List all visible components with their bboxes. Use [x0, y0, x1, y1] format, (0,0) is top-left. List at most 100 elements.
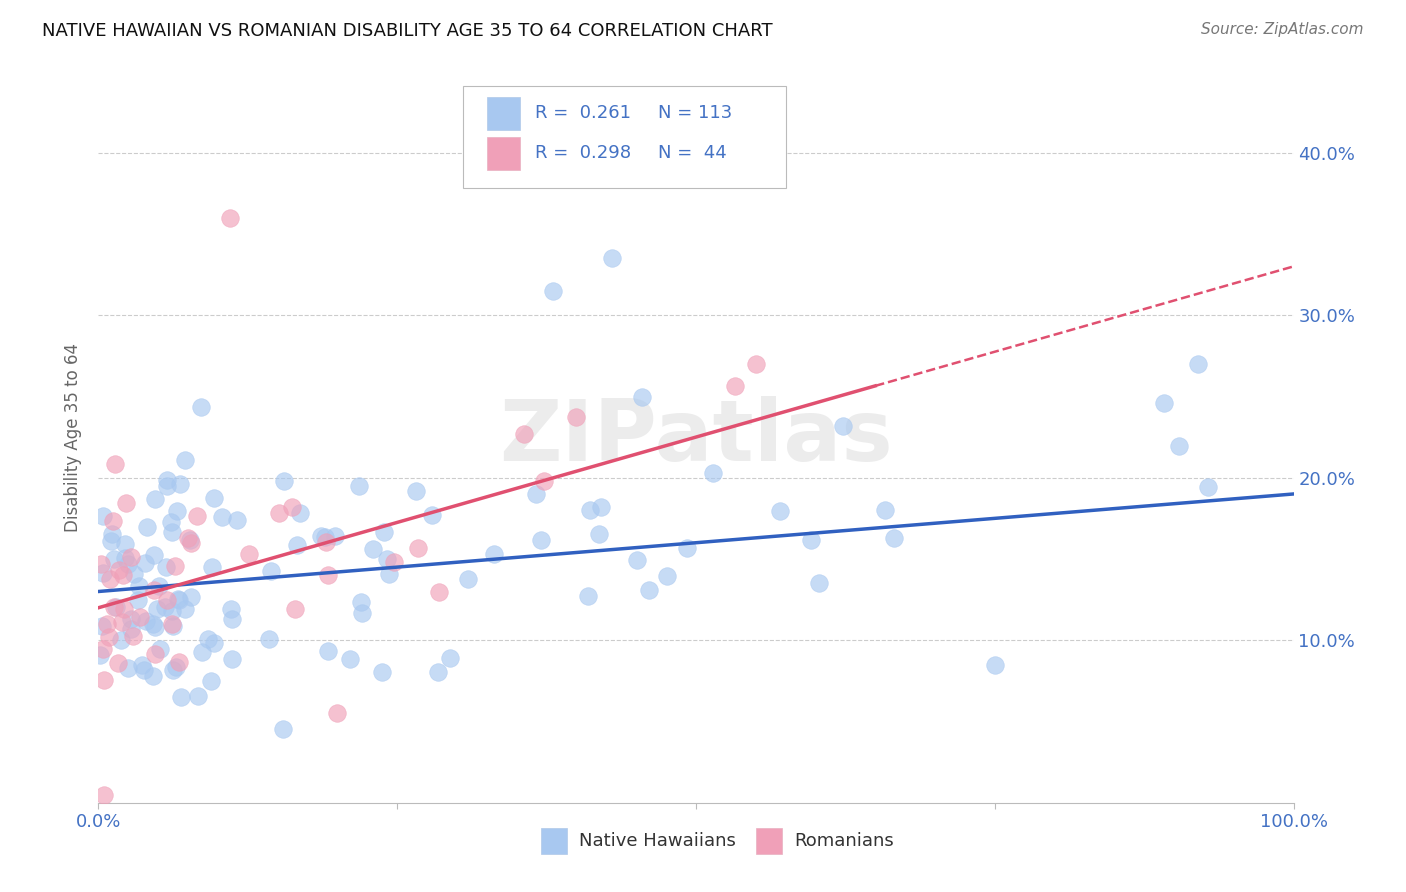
Point	[226, 513, 249, 527]
Point	[142, 616, 165, 631]
Point	[108, 563, 131, 577]
Point	[143, 647, 166, 661]
Point	[162, 663, 184, 677]
Point	[602, 252, 624, 266]
Point	[160, 616, 183, 631]
Point	[155, 473, 177, 487]
Point	[311, 529, 333, 543]
Point	[219, 211, 242, 225]
Point	[201, 559, 224, 574]
Point	[98, 572, 121, 586]
Point	[90, 557, 112, 571]
Point	[187, 689, 209, 703]
Point	[655, 568, 678, 582]
Point	[350, 607, 373, 621]
Point	[565, 409, 588, 424]
Point	[190, 400, 212, 414]
Point	[143, 548, 166, 562]
Point	[89, 648, 111, 662]
Point	[135, 520, 157, 534]
Point	[111, 568, 134, 582]
Point	[316, 567, 339, 582]
Point	[326, 706, 349, 721]
Point	[132, 663, 155, 677]
Point	[180, 535, 202, 549]
Point	[131, 657, 153, 672]
Point	[339, 652, 361, 666]
FancyBboxPatch shape	[463, 86, 786, 188]
Point	[420, 508, 443, 522]
Text: NATIVE HAWAIIAN VS ROMANIAN DISABILITY AGE 35 TO 64 CORRELATION CHART: NATIVE HAWAIIAN VS ROMANIAN DISABILITY A…	[42, 22, 773, 40]
Point	[143, 491, 166, 506]
Point	[378, 566, 401, 581]
Point	[142, 669, 165, 683]
Point	[221, 612, 243, 626]
Point	[169, 477, 191, 491]
Point	[163, 558, 186, 573]
Point	[349, 479, 371, 493]
Point	[273, 722, 295, 736]
Point	[160, 604, 183, 618]
Point	[807, 575, 830, 590]
Point	[202, 491, 225, 506]
Point	[373, 524, 395, 539]
Point	[160, 525, 183, 540]
Point	[745, 357, 768, 371]
Point	[96, 617, 118, 632]
Point	[134, 556, 156, 570]
Point	[91, 509, 114, 524]
Point	[191, 645, 214, 659]
Point	[115, 496, 138, 510]
Point	[631, 390, 654, 404]
Point	[724, 379, 747, 393]
Point	[238, 547, 260, 561]
Point	[482, 547, 505, 561]
Point	[112, 602, 135, 616]
Point	[260, 564, 283, 578]
Point	[143, 582, 166, 597]
Point	[156, 479, 179, 493]
Point	[170, 690, 193, 705]
Point	[120, 549, 142, 564]
Point	[638, 582, 661, 597]
Point	[281, 500, 304, 514]
Point	[120, 622, 142, 636]
Point	[91, 566, 114, 581]
Point	[117, 661, 139, 675]
Text: ZIPatlas: ZIPatlas	[499, 395, 893, 479]
Point	[107, 657, 129, 671]
Point	[350, 595, 373, 609]
FancyBboxPatch shape	[486, 97, 520, 130]
Point	[202, 636, 225, 650]
Point	[800, 533, 823, 547]
Point	[110, 633, 132, 648]
Point	[93, 788, 115, 802]
Point	[114, 551, 136, 566]
Point	[541, 284, 564, 298]
Point	[153, 600, 176, 615]
Point	[883, 531, 905, 545]
Point	[129, 609, 152, 624]
Point	[316, 644, 339, 658]
Point	[626, 552, 648, 566]
Text: Native Hawaiians: Native Hawaiians	[579, 832, 735, 850]
Point	[533, 474, 555, 488]
Point	[197, 632, 219, 647]
Point	[288, 506, 311, 520]
Point	[104, 457, 127, 471]
Point	[702, 466, 724, 480]
Point	[984, 657, 1007, 672]
Point	[143, 620, 166, 634]
Point	[257, 632, 280, 647]
Point	[103, 552, 125, 566]
Point	[173, 602, 195, 616]
Text: R =  0.261: R = 0.261	[534, 104, 631, 122]
Point	[167, 591, 190, 606]
Text: Source: ZipAtlas.com: Source: ZipAtlas.com	[1201, 22, 1364, 37]
Point	[180, 590, 202, 604]
FancyBboxPatch shape	[486, 137, 520, 170]
Text: R =  0.298: R = 0.298	[534, 145, 631, 162]
Y-axis label: Disability Age 35 to 64: Disability Age 35 to 64	[65, 343, 83, 532]
Point	[179, 533, 201, 548]
Point	[124, 567, 146, 582]
